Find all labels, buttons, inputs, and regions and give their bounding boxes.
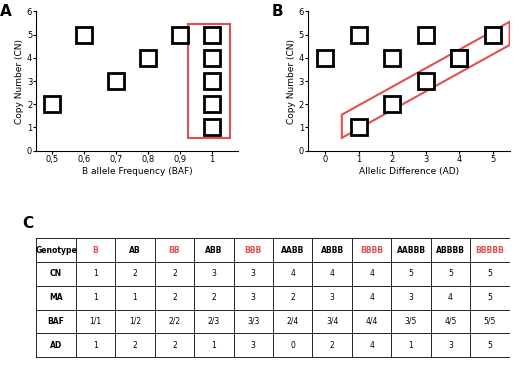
Text: 4/4: 4/4 — [366, 317, 378, 326]
Text: BAF: BAF — [48, 317, 64, 326]
Text: 5: 5 — [448, 270, 453, 279]
Text: 1: 1 — [93, 293, 98, 302]
Text: 4/5: 4/5 — [444, 317, 457, 326]
Text: 1: 1 — [93, 270, 98, 279]
Text: AD: AD — [50, 341, 62, 350]
Text: 2/4: 2/4 — [287, 317, 299, 326]
Text: 3: 3 — [251, 270, 256, 279]
Text: 3: 3 — [251, 293, 256, 302]
Text: 5: 5 — [487, 270, 492, 279]
Text: Genotype: Genotype — [35, 246, 77, 255]
Text: 4: 4 — [290, 270, 295, 279]
Text: CN: CN — [50, 270, 62, 279]
Text: BBB: BBB — [244, 246, 262, 255]
Text: 2: 2 — [330, 341, 334, 350]
Text: BBBBB: BBBBB — [475, 246, 504, 255]
Text: 1/2: 1/2 — [129, 317, 141, 326]
Text: 1: 1 — [212, 341, 216, 350]
Text: 2: 2 — [172, 341, 177, 350]
Text: B: B — [272, 5, 283, 19]
X-axis label: B allele Frequency (BAF): B allele Frequency (BAF) — [82, 167, 192, 176]
Text: ABBB: ABBB — [321, 246, 344, 255]
Y-axis label: Copy Number (CN): Copy Number (CN) — [15, 39, 24, 124]
Text: 2: 2 — [212, 293, 216, 302]
Text: B: B — [93, 246, 98, 255]
Bar — [188, 24, 230, 138]
Text: MA: MA — [49, 293, 63, 302]
Text: 5: 5 — [409, 270, 413, 279]
Text: 3/3: 3/3 — [247, 317, 259, 326]
Text: 1: 1 — [133, 293, 137, 302]
Text: BBBB: BBBB — [360, 246, 383, 255]
Text: 4: 4 — [369, 341, 374, 350]
Text: 5/5: 5/5 — [484, 317, 496, 326]
Text: ABB: ABB — [205, 246, 223, 255]
Text: AABBB: AABBB — [397, 246, 425, 255]
Text: 3: 3 — [330, 293, 334, 302]
Text: 4: 4 — [369, 270, 374, 279]
Text: A: A — [0, 5, 12, 19]
Text: 4: 4 — [369, 293, 374, 302]
Text: AB: AB — [129, 246, 141, 255]
Text: 4: 4 — [330, 270, 334, 279]
Text: 2: 2 — [133, 341, 137, 350]
Text: 3/4: 3/4 — [326, 317, 339, 326]
Text: 5: 5 — [487, 293, 492, 302]
Text: AABB: AABB — [281, 246, 304, 255]
Text: 3/5: 3/5 — [405, 317, 417, 326]
Text: C: C — [22, 216, 33, 231]
Text: 1/1: 1/1 — [89, 317, 101, 326]
Text: 2: 2 — [172, 270, 177, 279]
Text: 5: 5 — [487, 341, 492, 350]
Text: 4: 4 — [448, 293, 453, 302]
Text: 2/3: 2/3 — [207, 317, 220, 326]
Text: 2: 2 — [290, 293, 295, 302]
X-axis label: Allelic Difference (AD): Allelic Difference (AD) — [359, 167, 459, 176]
Text: 2/2: 2/2 — [168, 317, 180, 326]
Text: 1: 1 — [409, 341, 413, 350]
Text: 3: 3 — [251, 341, 256, 350]
Y-axis label: Copy Number (CN): Copy Number (CN) — [287, 39, 296, 124]
Text: ABBBB: ABBBB — [436, 246, 465, 255]
Text: 3: 3 — [212, 270, 216, 279]
Text: 2: 2 — [133, 270, 137, 279]
Text: 3: 3 — [409, 293, 413, 302]
Text: 1: 1 — [93, 341, 98, 350]
Text: 3: 3 — [448, 341, 453, 350]
Text: 0: 0 — [290, 341, 295, 350]
Text: BB: BB — [168, 246, 180, 255]
Text: 2: 2 — [172, 293, 177, 302]
